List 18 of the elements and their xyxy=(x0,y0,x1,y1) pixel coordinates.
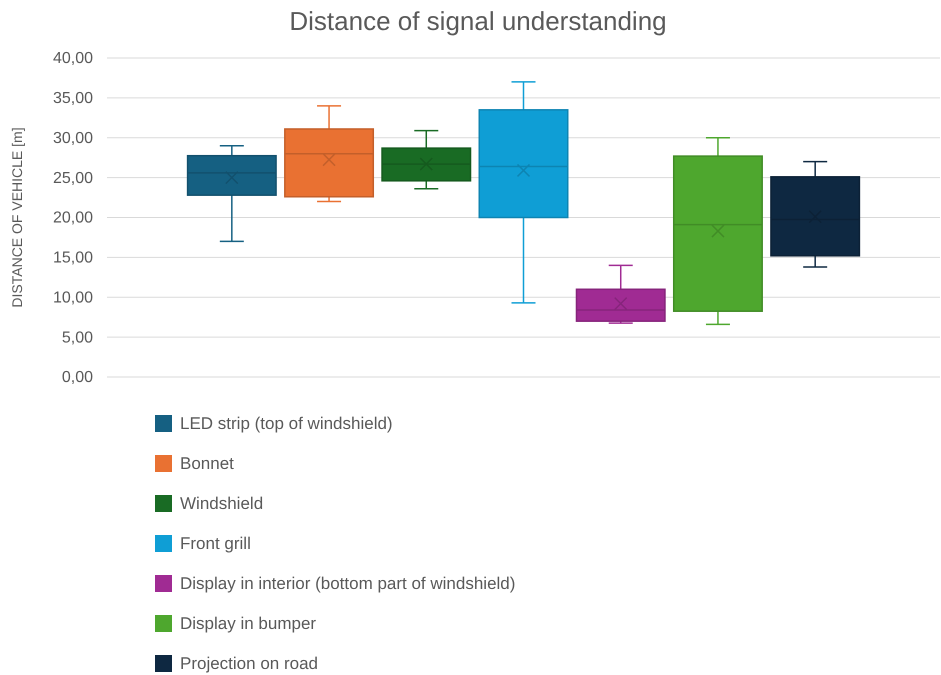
legend-label: Front grill xyxy=(180,534,251,553)
legend-label: LED strip (top of windshield) xyxy=(180,414,393,433)
y-tick-label: 5,00 xyxy=(62,329,94,346)
legend-label: Display in bumper xyxy=(180,614,316,633)
y-tick-label: 15,00 xyxy=(52,249,94,266)
y-tick-label: 10,00 xyxy=(52,289,94,306)
y-tick-label: 25,00 xyxy=(52,170,94,187)
legend-label: Display in interior (bottom part of windshield) xyxy=(180,574,516,593)
y-axis-title: DISTANCE OF VEHICLE [m] xyxy=(9,127,25,308)
y-tick-label: 35,00 xyxy=(52,90,94,107)
y-tick-label: 0,00 xyxy=(62,369,94,386)
y-tick-label: 20,00 xyxy=(52,210,94,227)
y-tick-label: 40,00 xyxy=(52,50,94,68)
legend-label: Bonnet xyxy=(180,454,234,473)
y-tick-label: 30,00 xyxy=(52,130,94,147)
legend-label: Windshield xyxy=(180,494,264,513)
chart-title: Distance of signal understanding xyxy=(289,6,667,36)
legend-label: Projection on road xyxy=(180,654,318,673)
